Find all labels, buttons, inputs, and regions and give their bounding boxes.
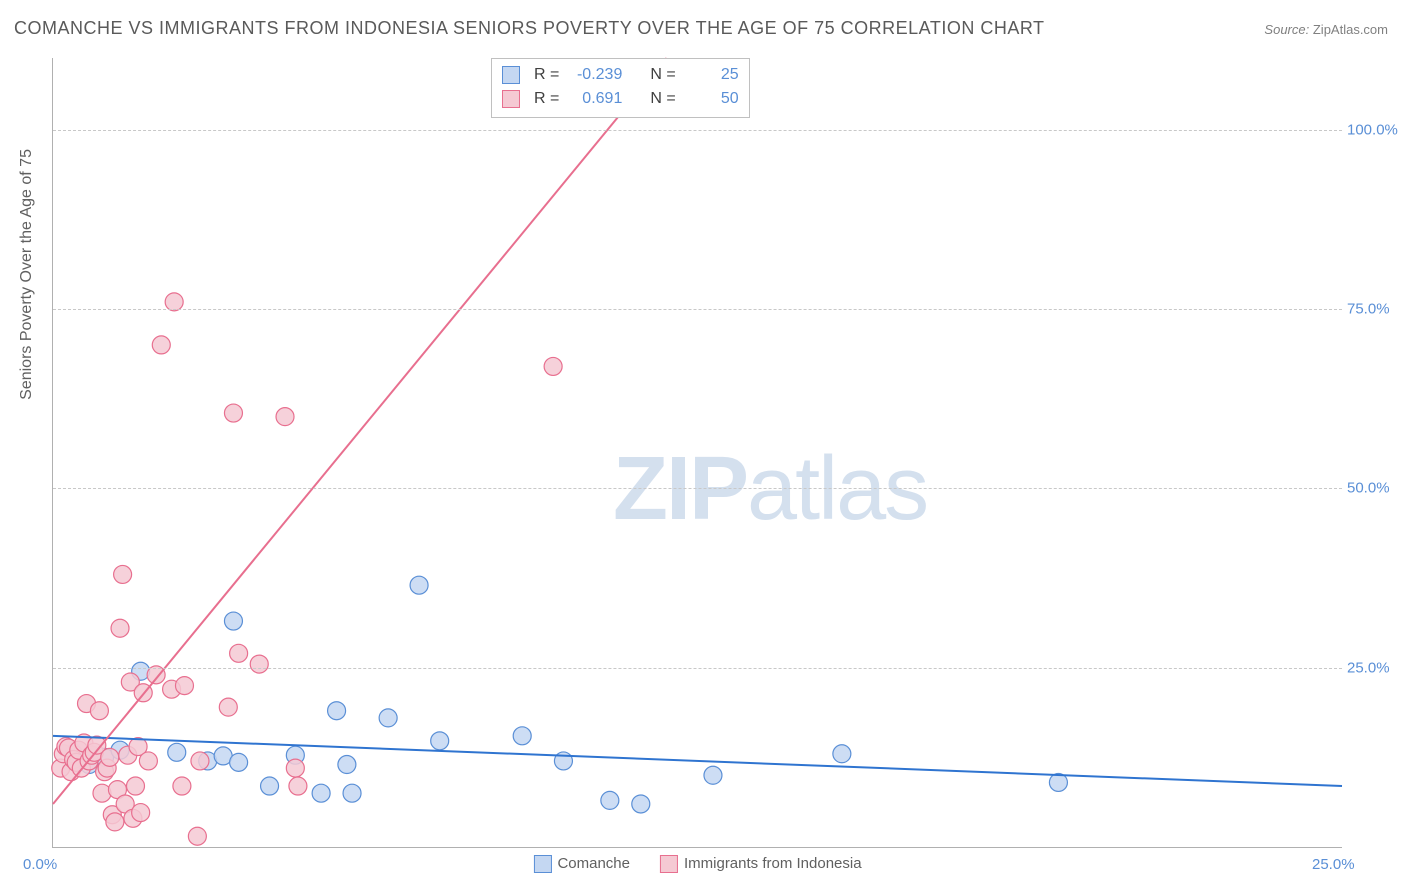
gridline: [53, 488, 1342, 489]
chart-title: COMANCHE VS IMMIGRANTS FROM INDONESIA SE…: [14, 18, 1045, 39]
data-point: [230, 753, 248, 771]
n-label-2: N =: [650, 87, 675, 111]
correlation-stats-box: R = -0.239 N = 25 R = 0.691 N = 50: [491, 58, 750, 118]
legend-swatch-2: [660, 855, 678, 873]
data-point: [175, 677, 193, 695]
trend-line: [53, 58, 667, 804]
data-point: [126, 777, 144, 795]
plot-area: ZIPatlas R = -0.239 N = 25 R = 0.691 N =…: [52, 58, 1342, 848]
source-label: Source:: [1264, 22, 1309, 37]
data-point: [410, 576, 428, 594]
data-point: [338, 756, 356, 774]
y-tick-label: 25.0%: [1347, 659, 1402, 676]
r-label-2: R =: [534, 87, 559, 111]
data-point: [101, 748, 119, 766]
stats-row-series2: R = 0.691 N = 50: [502, 87, 739, 111]
swatch-series2: [502, 90, 520, 108]
swatch-series1: [502, 66, 520, 84]
legend-swatch-1: [533, 855, 551, 873]
y-tick-label: 100.0%: [1347, 121, 1402, 138]
data-point: [132, 804, 150, 822]
data-point: [114, 565, 132, 583]
legend-label-2: Immigrants from Indonesia: [684, 855, 862, 872]
chart-svg: [53, 58, 1342, 847]
data-point: [224, 612, 242, 630]
data-point: [173, 777, 191, 795]
data-point: [250, 655, 268, 673]
gridline: [53, 309, 1342, 310]
data-point: [704, 766, 722, 784]
r-label-1: R =: [534, 63, 559, 87]
legend-item-1: Comanche: [533, 855, 630, 873]
n-value-2: 50: [684, 87, 739, 111]
data-point: [191, 752, 209, 770]
data-point: [219, 698, 237, 716]
data-point: [632, 795, 650, 813]
data-point: [224, 404, 242, 422]
legend-label-1: Comanche: [557, 855, 630, 872]
legend-item-2: Immigrants from Indonesia: [660, 855, 862, 873]
r-value-1: -0.239: [567, 63, 622, 87]
x-tick-label: 0.0%: [23, 856, 57, 873]
data-point: [261, 777, 279, 795]
legend: Comanche Immigrants from Indonesia: [533, 855, 861, 873]
y-tick-label: 75.0%: [1347, 301, 1402, 318]
data-point: [276, 408, 294, 426]
gridline: [53, 130, 1342, 131]
data-point: [139, 752, 157, 770]
source-attribution: Source: ZipAtlas.com: [1264, 22, 1388, 37]
source-value: ZipAtlas.com: [1313, 22, 1388, 37]
y-axis-label: Seniors Poverty Over the Age of 75: [18, 149, 36, 400]
r-value-2: 0.691: [567, 87, 622, 111]
x-tick-label: 25.0%: [1312, 856, 1355, 873]
data-point: [379, 709, 397, 727]
data-point: [431, 732, 449, 750]
data-point: [168, 743, 186, 761]
data-point: [152, 336, 170, 354]
data-point: [90, 702, 108, 720]
n-value-1: 25: [684, 63, 739, 87]
y-tick-label: 50.0%: [1347, 480, 1402, 497]
data-point: [111, 619, 129, 637]
data-point: [833, 745, 851, 763]
data-point: [312, 784, 330, 802]
data-point: [188, 827, 206, 845]
data-point: [230, 644, 248, 662]
data-point: [106, 813, 124, 831]
data-point: [513, 727, 531, 745]
data-point: [286, 759, 304, 777]
data-point: [601, 791, 619, 809]
data-point: [544, 357, 562, 375]
n-label-1: N =: [650, 63, 675, 87]
data-point: [289, 777, 307, 795]
gridline: [53, 668, 1342, 669]
data-point: [328, 702, 346, 720]
stats-row-series1: R = -0.239 N = 25: [502, 63, 739, 87]
data-point: [343, 784, 361, 802]
